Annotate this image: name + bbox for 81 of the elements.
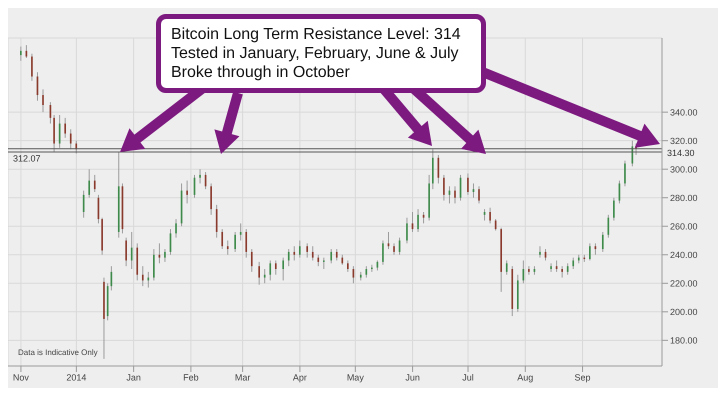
candlestick [186,180,188,204]
x-tick-label: Jan [126,372,141,382]
candlestick [50,102,52,124]
candlestick [204,172,206,190]
candlestick [147,271,150,288]
candlestick [317,254,320,267]
candlestick [561,266,563,278]
candlestick [460,174,462,202]
candlestick [240,222,242,242]
candlestick [130,231,133,270]
candlestick [589,242,591,261]
candlestick [125,237,127,267]
candlestick [388,231,390,250]
candlestick [293,246,296,261]
y-tick-label: 340.00 [670,107,698,118]
candlestick [624,160,626,187]
candlestick [322,257,325,270]
ref-line-label: 314.30 [667,148,695,158]
x-tick-label: May [346,372,364,382]
candlestick [142,266,144,287]
candlestick [467,172,469,196]
candlestick [556,260,558,272]
candlestick [88,168,90,198]
candlestick [382,240,384,266]
candlestick [216,204,218,238]
candlestick [522,260,524,284]
candlestick [484,208,486,222]
annotation: Data is Indicative Only [18,348,98,357]
x-tick-label: Jul [462,372,474,382]
x-tick-label: Aug [517,372,534,382]
candlestick [42,88,44,113]
candlestick [398,237,400,256]
candlestick [417,208,419,232]
candlestick [36,72,38,102]
candlestick [393,242,395,256]
y-tick-label: 240.00 [670,250,698,260]
candlestick [170,228,172,256]
x-tick-label: Feb [183,372,199,382]
candlestick [594,242,596,256]
x-tick-label: Jun [405,372,420,382]
x-tick-label: 2014 [66,372,86,382]
y-tick-label: 260.00 [670,221,698,232]
candlestick [31,53,33,82]
candlestick [199,168,201,184]
candlestick [194,174,196,198]
candlestick [472,182,474,198]
y-tick-label: 200.00 [670,307,698,318]
candlestick [306,242,308,258]
x-tick-label: Mar [234,372,250,382]
candlestick [566,262,569,276]
candlestick [608,214,610,238]
candlestick [245,228,248,258]
candlestick [164,248,166,262]
candlestick [98,194,100,224]
candlestick [298,240,301,258]
candlestick [454,186,456,204]
x-tick-label: Nov [12,372,30,382]
y-tick-label: 180.00 [670,336,698,346]
candlestick [406,217,408,244]
ref-line-label: 312.07 [13,153,41,164]
candlestick [175,218,177,238]
candlestick [544,248,546,261]
candlestick [438,154,440,184]
candlestick [64,117,66,138]
candlestick [478,186,480,204]
candlestick [539,246,541,258]
candlestick [341,254,344,266]
x-tick-label: Apr [292,372,307,382]
y-tick-label: 320.00 [670,136,698,146]
x-tick-label: Sep [574,372,591,382]
candlestick [264,268,266,284]
candlestick [448,186,450,204]
y-tick-label: 220.00 [670,278,698,288]
y-tick-label: 280.00 [670,192,698,203]
candlestick [70,128,72,150]
annotation: Bitcoin Long Term Resistance Level: 314 Tested in January, February, June & July Broke through in October [156,14,486,93]
candlestick [412,211,414,232]
candlestick [58,114,60,148]
y-tick-label: 300.00 [670,164,698,174]
candlestick [258,261,260,286]
candlestick [226,240,229,256]
